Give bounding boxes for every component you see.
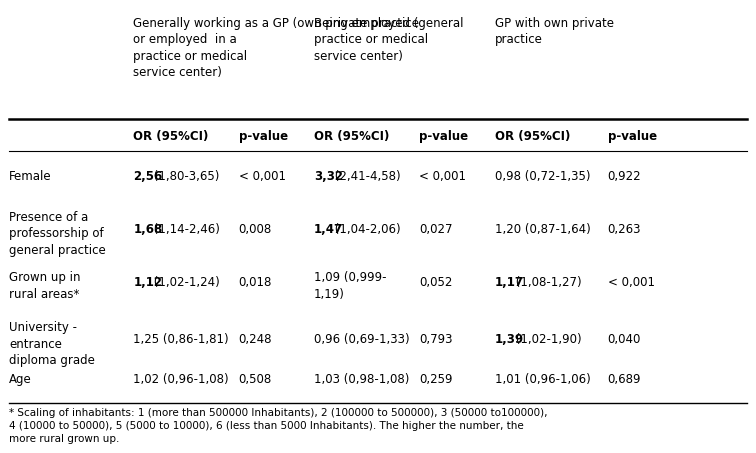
Text: (1,02-1,90): (1,02-1,90) (512, 333, 581, 347)
Text: 0,793: 0,793 (420, 333, 453, 347)
Text: 3,32: 3,32 (314, 169, 343, 183)
Text: University -
entrance
diploma grade: University - entrance diploma grade (9, 321, 94, 367)
Text: 0,248: 0,248 (239, 333, 272, 347)
Text: 0,052: 0,052 (420, 276, 453, 289)
Text: p-value: p-value (420, 130, 469, 143)
Text: 0,027: 0,027 (420, 223, 453, 236)
Text: * Scaling of inhabitants: 1 (more than 500000 Inhabitants), 2 (100000 to 500000): * Scaling of inhabitants: 1 (more than 5… (9, 408, 547, 444)
Text: 0,008: 0,008 (239, 223, 272, 236)
Text: OR (95%CI): OR (95%CI) (494, 130, 570, 143)
Text: OR (95%CI): OR (95%CI) (314, 130, 389, 143)
Text: (1,14-2,46): (1,14-2,46) (150, 223, 220, 236)
Text: 1,09 (0,999-
1,19): 1,09 (0,999- 1,19) (314, 271, 386, 301)
Text: (1,08-1,27): (1,08-1,27) (512, 276, 581, 289)
Text: (1,04-2,06): (1,04-2,06) (331, 223, 401, 236)
Text: (1,80-3,65): (1,80-3,65) (150, 169, 219, 183)
Text: 0,96 (0,69-1,33): 0,96 (0,69-1,33) (314, 333, 410, 347)
Text: 1,02 (0,96-1,08): 1,02 (0,96-1,08) (133, 373, 229, 386)
Text: 0,040: 0,040 (608, 333, 641, 347)
Text: 1,01 (0,96-1,06): 1,01 (0,96-1,06) (494, 373, 590, 386)
Text: 1,39: 1,39 (494, 333, 524, 347)
Text: 0,689: 0,689 (608, 373, 641, 386)
Text: < 0,001: < 0,001 (420, 169, 466, 183)
Text: Generally working as a GP (own private practice
or employed  in a
practice or me: Generally working as a GP (own private p… (133, 17, 420, 79)
Text: (1,02-1,24): (1,02-1,24) (150, 276, 220, 289)
Text: < 0,001: < 0,001 (608, 276, 655, 289)
Text: 0,018: 0,018 (239, 276, 272, 289)
Text: OR (95%CI): OR (95%CI) (133, 130, 209, 143)
Text: 0,508: 0,508 (239, 373, 272, 386)
Text: 2,56: 2,56 (133, 169, 163, 183)
Text: Being employed (general
practice or medical
service center): Being employed (general practice or medi… (314, 17, 463, 63)
Text: 1,12: 1,12 (133, 276, 163, 289)
Text: Presence of a
professorship of
general practice: Presence of a professorship of general p… (9, 211, 106, 257)
Text: p-value: p-value (608, 130, 657, 143)
Text: Grown up in
rural areas*: Grown up in rural areas* (9, 271, 80, 301)
Text: 0,259: 0,259 (420, 373, 453, 386)
Text: 1,03 (0,98-1,08): 1,03 (0,98-1,08) (314, 373, 409, 386)
Text: 1,25 (0,86-1,81): 1,25 (0,86-1,81) (133, 333, 229, 347)
Text: GP with own private
practice: GP with own private practice (494, 17, 614, 46)
Text: 1,47: 1,47 (314, 223, 343, 236)
Text: 0,263: 0,263 (608, 223, 641, 236)
Text: 0,98 (0,72-1,35): 0,98 (0,72-1,35) (494, 169, 590, 183)
Text: 1,68: 1,68 (133, 223, 163, 236)
Text: p-value: p-value (239, 130, 288, 143)
Text: Age: Age (9, 373, 32, 386)
Text: 1,17: 1,17 (494, 276, 524, 289)
Text: 0,922: 0,922 (608, 169, 641, 183)
Text: 1,20 (0,87-1,64): 1,20 (0,87-1,64) (494, 223, 590, 236)
Text: < 0,001: < 0,001 (239, 169, 286, 183)
Text: (2,41-4,58): (2,41-4,58) (331, 169, 401, 183)
Text: Female: Female (9, 169, 51, 183)
